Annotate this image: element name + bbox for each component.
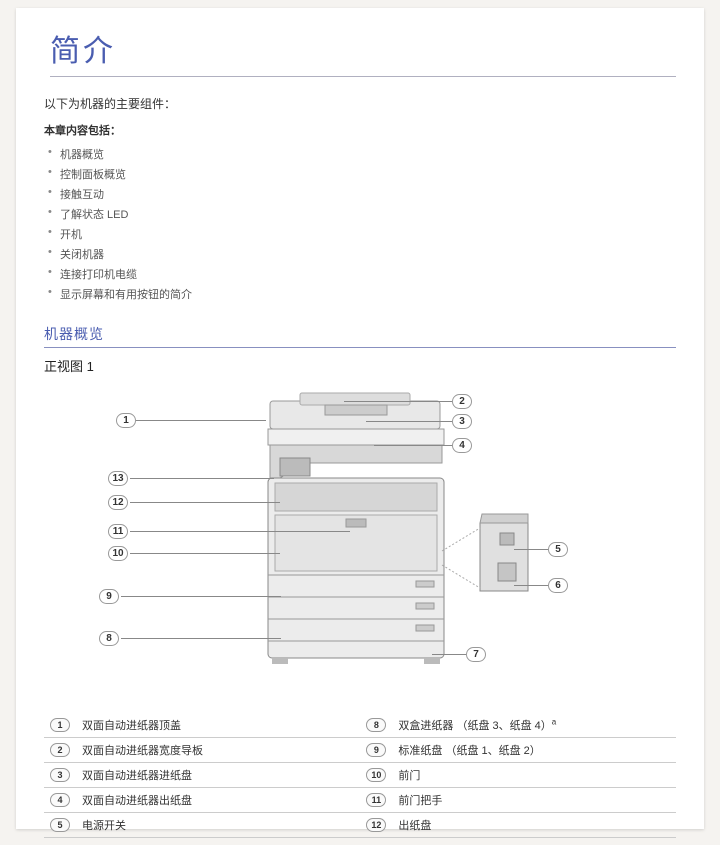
legend-label: 双面自动进纸器顶盖 [76, 713, 360, 738]
legend-label: 标准纸盘 （纸盘 1、纸盘 2） [392, 738, 676, 763]
callout-7: 7 [466, 647, 486, 662]
leader-line [374, 445, 452, 446]
callout-6: 6 [548, 578, 568, 593]
callout-3: 3 [452, 414, 472, 429]
printer-diagram: 1 13 12 11 10 9 8 2 3 4 5 6 7 [44, 383, 676, 699]
subsection-title: 正视图 1 [44, 356, 676, 375]
legend-label: 前门 [392, 763, 676, 788]
intro-text: 以下为机器的主要组件： [44, 95, 676, 112]
legend-num: 5 [50, 818, 70, 832]
page-title: 简介 [50, 26, 676, 77]
legend-num: 1 [50, 718, 70, 732]
legend-num: 3 [50, 768, 70, 782]
toc-item: 开机 [44, 224, 676, 244]
toc-item: 机器概览 [44, 144, 676, 164]
leader-line [344, 401, 452, 402]
printer-illustration [150, 383, 570, 693]
legend-num: 2 [50, 743, 70, 757]
section-header: 机器概览 [44, 324, 676, 348]
leader-line [130, 553, 280, 554]
leader-line [514, 549, 548, 550]
leader-line [136, 420, 266, 421]
legend-num: 4 [50, 793, 70, 807]
leader-line [130, 478, 274, 479]
legend-row: 1 双面自动进纸器顶盖 8 双盒进纸器 （纸盘 3、纸盘 4）a [44, 713, 676, 738]
legend-num: 10 [366, 768, 386, 782]
callout-8: 8 [99, 631, 119, 646]
leader-line [121, 638, 281, 639]
legend-row: 5 电源开关 12 出纸盘 [44, 813, 676, 838]
toc-item: 接触互动 [44, 184, 676, 204]
callout-13: 13 [108, 471, 128, 486]
legend-row: 3 双面自动进纸器进纸盘 10 前门 [44, 763, 676, 788]
toc-item: 了解状态 LED [44, 204, 676, 224]
callout-2: 2 [452, 394, 472, 409]
leader-line [130, 531, 350, 532]
leader-line [514, 585, 548, 586]
chapter-includes-label: 本章内容包括： [44, 122, 676, 138]
callout-11: 11 [108, 524, 128, 539]
legend-label: 双盒进纸器 （纸盘 3、纸盘 4）a [392, 713, 676, 738]
document-page: 简介 以下为机器的主要组件： 本章内容包括： 机器概览 控制面板概览 接触互动 … [16, 8, 704, 829]
legend-num: 8 [366, 718, 386, 732]
leader-line [130, 502, 280, 503]
legend-num: 12 [366, 818, 386, 832]
callout-12: 12 [108, 495, 128, 510]
leader-line [121, 596, 281, 597]
legend-label: 电源开关 [76, 813, 360, 838]
callout-5: 5 [548, 542, 568, 557]
legend-label: 出纸盘 [392, 813, 676, 838]
leader-line [366, 421, 452, 422]
toc-item: 连接打印机电缆 [44, 264, 676, 284]
callout-10: 10 [108, 546, 128, 561]
legend-label: 双面自动进纸器进纸盘 [76, 763, 360, 788]
toc-item: 控制面板概览 [44, 164, 676, 184]
legend-row: 4 双面自动进纸器出纸盘 11 前门把手 [44, 788, 676, 813]
legend-label: 前门把手 [392, 788, 676, 813]
legend-num: 11 [366, 793, 386, 807]
callout-9: 9 [99, 589, 119, 604]
callout-4: 4 [452, 438, 472, 453]
legend-label: 双面自动进纸器宽度导板 [76, 738, 360, 763]
toc-item: 关闭机器 [44, 244, 676, 264]
legend-label: 双面自动进纸器出纸盘 [76, 788, 360, 813]
toc-item: 显示屏幕和有用按钮的简介 [44, 284, 676, 304]
legend-num: 9 [366, 743, 386, 757]
leader-line [432, 654, 466, 655]
legend-table: 1 双面自动进纸器顶盖 8 双盒进纸器 （纸盘 3、纸盘 4）a 2 双面自动进… [44, 713, 676, 838]
callout-1: 1 [116, 413, 136, 428]
legend-row: 2 双面自动进纸器宽度导板 9 标准纸盘 （纸盘 1、纸盘 2） [44, 738, 676, 763]
toc-list: 机器概览 控制面板概览 接触互动 了解状态 LED 开机 关闭机器 连接打印机电… [44, 144, 676, 304]
